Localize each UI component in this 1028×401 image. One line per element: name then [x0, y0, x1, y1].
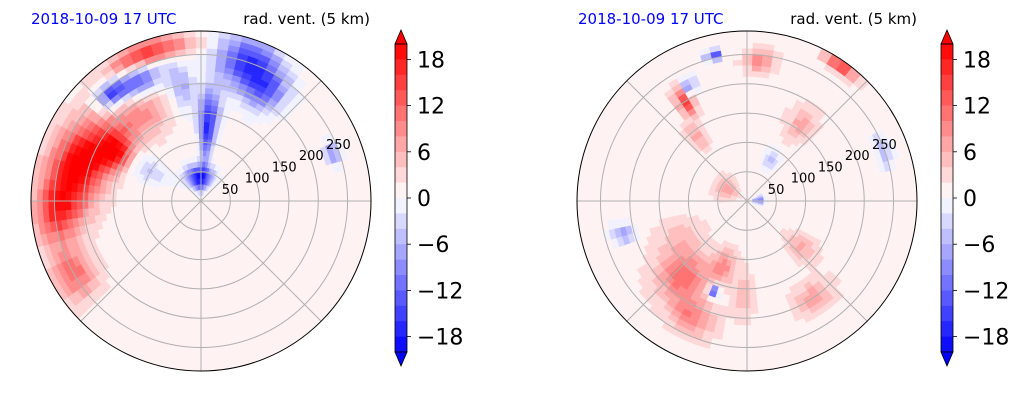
right-title-variable: rad. vent. (5 km)	[790, 10, 917, 28]
radial-tick-label: 50	[222, 183, 239, 198]
colorbar-level	[395, 182, 407, 199]
left-title-variable: rad. vent. (5 km)	[243, 10, 370, 28]
colorbar-tick-label: 18	[417, 48, 445, 73]
colorbar-level	[395, 290, 407, 307]
colorbar-level	[395, 136, 407, 153]
colorbar-tick-label: 6	[417, 141, 431, 166]
left-title-date: 2018-10-09 17 UTC	[31, 10, 177, 28]
radial-tick-label: 200	[299, 149, 324, 164]
radial-tick-label: 250	[326, 138, 351, 153]
colorbar-tick-label: −12	[417, 279, 463, 304]
colorbar-tick-label: 0	[417, 187, 431, 212]
colorbar-level	[395, 198, 407, 214]
colorbar-level	[395, 244, 407, 261]
colorbar-level	[395, 167, 407, 184]
colorbar-extend-max	[394, 28, 408, 45]
colorbar-tick-label: 12	[417, 95, 445, 120]
colorbar-level	[395, 105, 407, 122]
left-polar-grid	[31, 31, 371, 371]
right-title-date: 2018-10-09 17 UTC	[578, 10, 724, 28]
radial-tick-label: 100	[245, 172, 270, 187]
colorbar-tick-label: −18	[417, 326, 463, 351]
colorbar-tick-label: −6	[417, 233, 449, 258]
colorbar-level	[395, 275, 407, 291]
left-polar-panel: 2018-10-09 17 UTC rad. vent. (5 km) 50 10…	[30, 10, 463, 372]
colorbar-level	[395, 59, 407, 76]
colorbar-level	[395, 213, 407, 230]
right-polar-panel: 2018-10-09 17 UTC rad. vent. (5 km) 5010…	[576, 10, 1009, 372]
colorbar-level	[395, 90, 407, 107]
colorbar-level	[395, 121, 407, 137]
colorbar-level	[395, 305, 407, 322]
colorbar-extend-min	[394, 351, 408, 368]
left-colorbar: 18 12 6 0 −6 −12 −18	[394, 28, 463, 368]
colorbar-level	[395, 321, 407, 338]
colorbar-level	[395, 44, 407, 60]
colorbar-level	[395, 228, 407, 245]
colorbar-level	[395, 259, 407, 276]
radial-tick-label: 150	[272, 160, 297, 175]
colorbar-level	[395, 151, 407, 168]
left-field	[31, 31, 371, 371]
colorbar-level	[395, 74, 407, 91]
colorbar-level	[395, 336, 407, 353]
